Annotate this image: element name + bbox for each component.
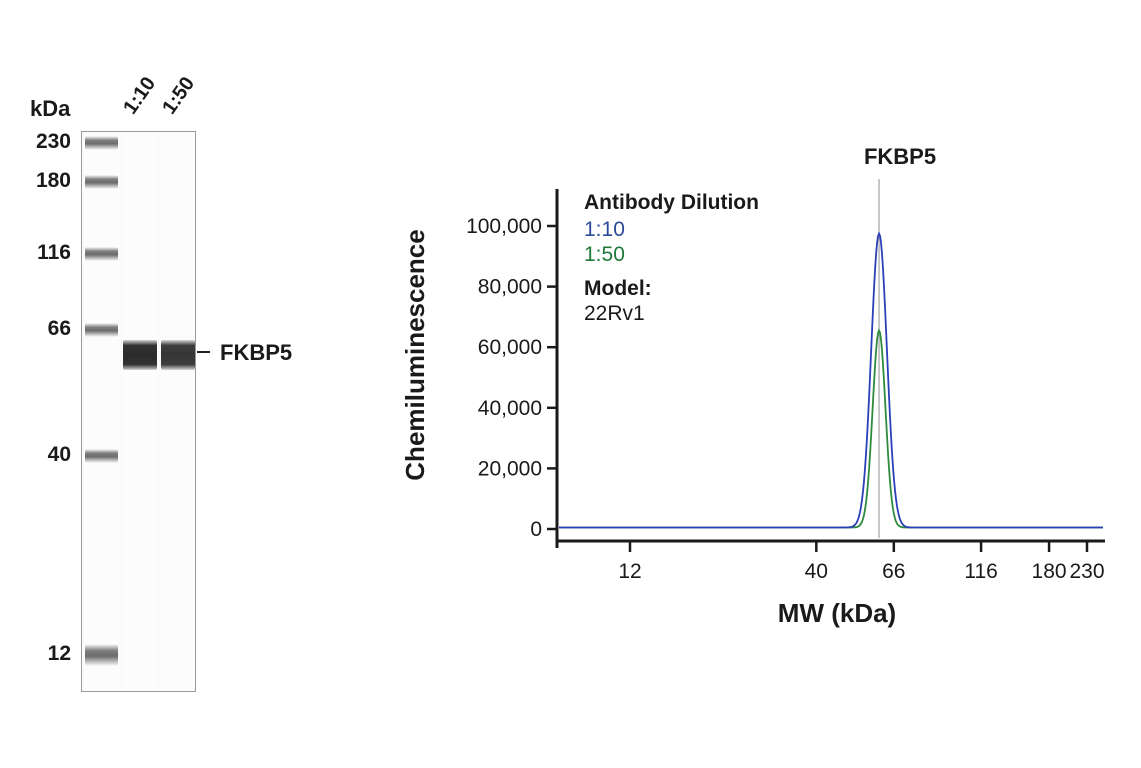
sample-lane-2 (160, 132, 195, 691)
ladder-band-40 (85, 449, 118, 463)
y-tick-label: 100,000 (466, 215, 542, 238)
ladder-band-180 (85, 175, 118, 189)
series-1-50-estimated-trace (559, 328, 1103, 529)
ladder-label-66: 66 (47, 317, 71, 340)
ladder-band-230 (85, 136, 118, 150)
x-tick-label: 66 (882, 560, 905, 583)
target-marker-line (197, 351, 210, 353)
y-tick-label: 80,000 (478, 276, 542, 299)
target-label: FKBP5 (220, 340, 293, 365)
ladder-label-40: 40 (47, 443, 71, 466)
y-tick-label: 0 (530, 518, 542, 541)
ladder-band-66 (85, 323, 118, 337)
sample-lane-1 (122, 132, 158, 691)
x-tick-label: 116 (964, 560, 997, 583)
legend-model-label: Model: (584, 277, 652, 300)
ladder-lane (84, 132, 120, 691)
legend-entry-1-10: 1:10 (584, 218, 625, 241)
y-tick-label: 20,000 (478, 457, 542, 480)
ladder-band-116 (85, 247, 118, 261)
ladder-band-12 (85, 644, 118, 666)
legend-model-value: 22Rv1 (584, 302, 645, 325)
gel-unit-label: kDa (30, 96, 71, 121)
y-tick-label: 60,000 (478, 336, 542, 359)
ladder-label-230: 230 (35, 130, 71, 153)
x-axis-title: MW (kDa) (778, 598, 896, 628)
legend-title: Antibody Dilution (584, 191, 759, 214)
ladder-label-12: 12 (47, 642, 71, 665)
x-tick-label: 180 (1032, 560, 1067, 583)
ladder-label-116: 116 (37, 241, 71, 264)
series-1-10-estimated-trace (559, 231, 1103, 529)
chart-title: FKBP5 (864, 144, 936, 169)
x-tick-label: 12 (618, 560, 641, 583)
fkbp5-band-lane-1 (123, 340, 157, 370)
y-axis-title: Chemiluminescence (400, 229, 430, 480)
fkbp5-band-lane-2 (161, 340, 195, 370)
gel-image (81, 131, 196, 692)
x-tick-label: 230 (1069, 560, 1104, 583)
x-tick-label: 40 (805, 560, 828, 583)
y-tick-label: 40,000 (478, 397, 542, 420)
legend-entry-1-50: 1:50 (584, 243, 625, 266)
ladder-label-180: 180 (35, 169, 71, 192)
